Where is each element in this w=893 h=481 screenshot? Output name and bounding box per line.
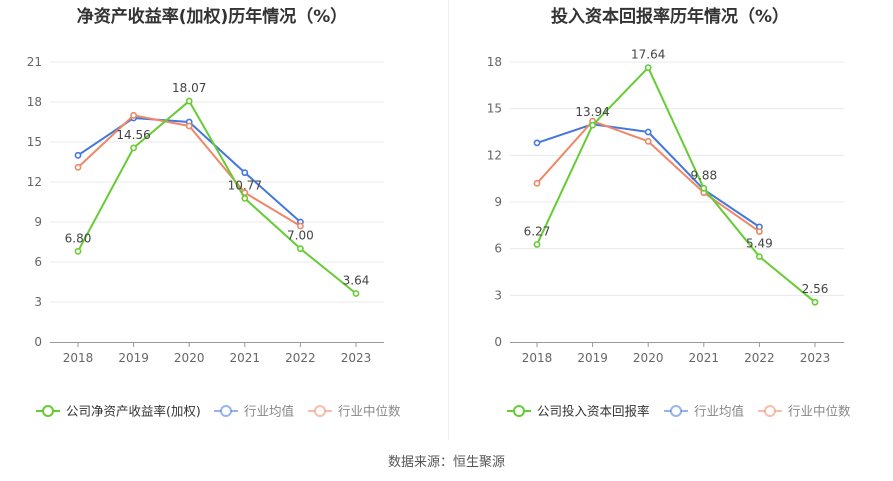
data-point	[756, 253, 763, 260]
data-point	[589, 121, 596, 129]
data-label: 10.77	[228, 178, 262, 192]
data-point	[185, 122, 193, 130]
y-tick-label: 0	[34, 335, 42, 349]
x-tick-label: 2018	[522, 351, 553, 365]
data-point	[756, 228, 763, 235]
series-line	[77, 100, 357, 295]
x-tick-label: 2019	[577, 351, 608, 365]
data-point	[74, 163, 82, 171]
data-point	[241, 194, 249, 202]
y-tick-label: 12	[487, 148, 502, 162]
legend-item: 公司净资产收益率(加权)	[36, 404, 201, 419]
data-point	[130, 144, 137, 152]
data-point	[700, 184, 708, 192]
legend-swatch-marker	[513, 405, 525, 417]
legend-swatch-marker	[220, 405, 232, 417]
y-tick-label: 15	[27, 135, 42, 149]
chart-1: 净资产收益率(加权)历年情况（%） 0 3 6 9 12 15 18 21 2018 2019 202…	[27, 6, 401, 419]
legend-swatch-marker	[314, 405, 326, 417]
data-label: 3.64	[343, 273, 370, 287]
data-point	[185, 97, 193, 105]
y-tick-label: 21	[27, 55, 42, 69]
legend-label: 行业均值	[694, 404, 744, 419]
data-point	[296, 222, 304, 230]
data-point	[811, 298, 819, 306]
data-label: 6.27	[524, 224, 551, 238]
data-label: 6.80	[65, 231, 92, 245]
data-point	[644, 128, 652, 136]
chart-title: 投入资本回报率历年情况（%）	[551, 6, 789, 27]
data-label: 9.88	[690, 168, 717, 182]
x-tick-label: 2021	[230, 351, 261, 365]
data-point	[533, 139, 541, 147]
x-tick-label: 2023	[800, 351, 831, 365]
data-point	[533, 179, 541, 187]
legend-item: 公司投入资本回报率	[507, 404, 650, 419]
x-tick-label: 2020	[633, 351, 664, 365]
y-tick-label: 6	[34, 255, 42, 269]
data-point	[241, 169, 249, 177]
legend-label: 公司净资产收益率(加权)	[66, 404, 201, 419]
y-tick-label: 9	[494, 195, 502, 209]
x-tick-label: 2021	[689, 351, 720, 365]
series-line	[536, 66, 816, 303]
x-tick-label: 2020	[174, 351, 205, 365]
y-tick-label: 0	[494, 335, 502, 349]
chart-title: 净资产收益率(加权)历年情况（%）	[77, 6, 348, 27]
data-label: 18.07	[172, 81, 206, 95]
y-tick-label: 18	[487, 55, 502, 69]
data-point	[352, 290, 360, 297]
data-label: 2.56	[802, 282, 829, 296]
legend-label: 公司投入资本回报率	[537, 404, 650, 419]
data-label: 17.64	[631, 48, 665, 62]
legend-item: 行业中位数	[758, 404, 851, 419]
y-tick-label: 6	[494, 242, 502, 256]
data-point	[130, 111, 137, 119]
legend-item: 行业均值	[214, 404, 294, 419]
data-point	[533, 241, 541, 248]
legend-swatch-marker	[764, 405, 776, 417]
x-tick-label: 2022	[285, 351, 316, 365]
data-label: 13.94	[575, 105, 609, 119]
y-tick-label: 15	[487, 102, 502, 116]
data-point	[644, 137, 652, 145]
legend-label: 行业中位数	[338, 404, 401, 419]
x-tick-label: 2018	[63, 351, 94, 365]
y-tick-label: 18	[27, 95, 42, 109]
chart-2: 投入资本回报率历年情况（%） 0 3 6 9 12 15 18 2018 2019 2020 2021…	[487, 6, 851, 419]
y-tick-label: 9	[34, 215, 42, 229]
data-point	[74, 247, 82, 255]
legend-item: 行业中位数	[308, 404, 401, 419]
x-tick-label: 2019	[118, 351, 149, 365]
data-point	[74, 151, 82, 159]
x-tick-label: 2023	[341, 351, 372, 365]
legend-swatch-marker	[42, 405, 54, 417]
data-point	[296, 245, 304, 253]
y-tick-label: 3	[34, 295, 42, 309]
legend-label: 行业均值	[244, 404, 294, 419]
data-point	[644, 64, 652, 71]
legend-label: 行业中位数	[788, 404, 851, 419]
y-tick-label: 12	[27, 175, 42, 189]
data-label: 5.49	[746, 237, 773, 251]
data-label: 7.00	[287, 229, 314, 243]
data-source-note: 数据来源：恒生聚源	[387, 455, 505, 470]
y-tick-label: 3	[494, 288, 502, 302]
data-label: 14.56	[116, 128, 150, 142]
legend-swatch-marker	[670, 405, 682, 417]
x-tick-label: 2022	[744, 351, 775, 365]
legend-item: 行业均值	[664, 404, 744, 419]
